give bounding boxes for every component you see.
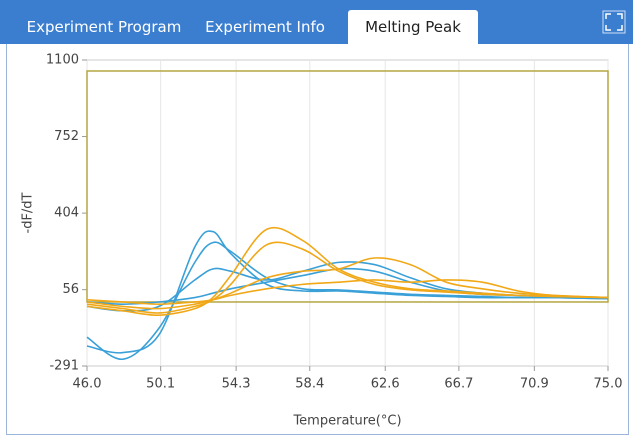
x-tick-label: 70.9: [520, 377, 549, 392]
chart-panel: [6, 44, 629, 435]
y-tick-label: 404: [54, 206, 79, 221]
melt-curve: [86, 241, 609, 360]
tab[interactable]: Melting Peak: [348, 10, 478, 44]
y-tick-label: 1100: [46, 53, 79, 68]
tab[interactable]: Experiment Info: [205, 18, 325, 36]
x-tick-label: 46.0: [73, 377, 102, 392]
expand-icon[interactable]: [602, 10, 626, 34]
x-tick-label: 58.4: [295, 377, 324, 392]
x-axis-label: Temperature(°C): [292, 414, 401, 429]
plot-area: [86, 59, 609, 367]
y-tick-label: -291: [49, 359, 79, 374]
melt-curve: [86, 241, 609, 314]
x-tick-label: 50.1: [146, 377, 175, 392]
melt-curve: [86, 257, 609, 310]
y-tick-label: 56: [62, 282, 79, 297]
x-tick-label: 75.0: [594, 377, 623, 392]
x-tick-label: 62.6: [371, 377, 400, 392]
threshold-box: [86, 70, 609, 303]
y-axis-label: -dF/dT: [21, 192, 36, 233]
y-tick-label: 752: [54, 129, 79, 144]
x-tick-label: 66.7: [444, 377, 473, 392]
melt-curve: [86, 279, 609, 305]
tab-bar: Experiment Program Experiment Info Melting…: [0, 0, 633, 44]
tab[interactable]: Experiment Program: [26, 18, 182, 36]
x-tick-label: 54.3: [222, 377, 251, 392]
